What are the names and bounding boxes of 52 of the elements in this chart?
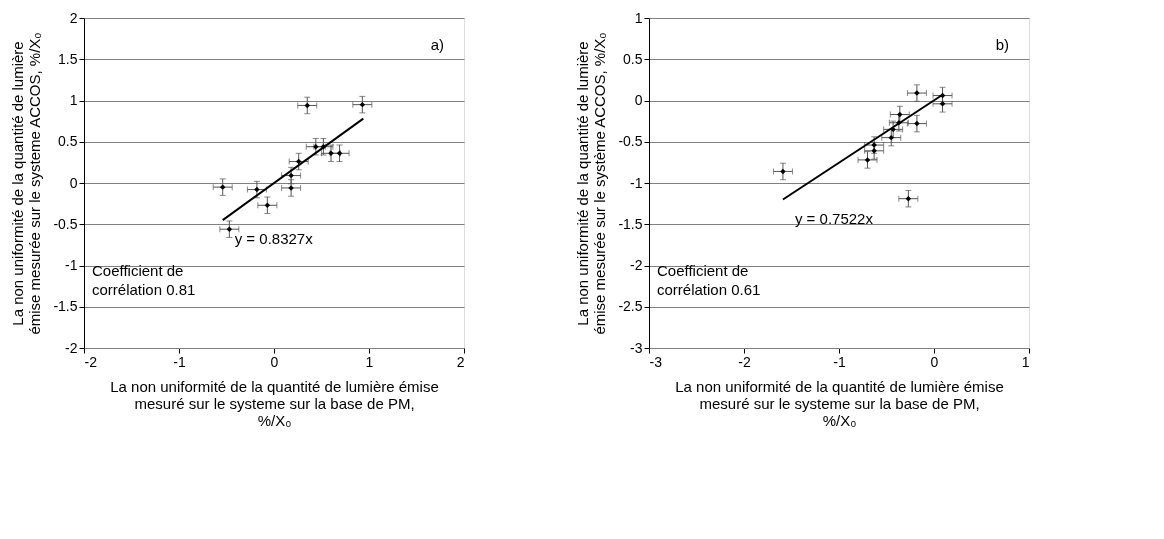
y-axis-title: La non uniformité de la quantité de lumière émise mesurée sur le systeme ACCOS, %/X₀ bbox=[9, 32, 44, 335]
x-tick-label: -1 bbox=[833, 353, 846, 370]
annotation: y = 0.7522x bbox=[794, 209, 874, 227]
x-tick-label: 1 bbox=[1021, 353, 1030, 370]
y-tick-label: -1.5 bbox=[618, 215, 643, 232]
y-tick-label: 0.5 bbox=[623, 50, 643, 67]
x-tick-label: 0 bbox=[270, 353, 279, 370]
point bbox=[219, 184, 226, 190]
y-tick-label: 1 bbox=[69, 92, 78, 108]
point bbox=[264, 202, 271, 209]
point bbox=[288, 172, 294, 179]
y-tick-label: 0.5 bbox=[58, 133, 78, 150]
annotation: Coefficient de corrélation 0.61 bbox=[657, 261, 761, 298]
y-tick-label: -1 bbox=[65, 257, 78, 273]
point bbox=[864, 157, 871, 163]
point bbox=[313, 143, 319, 150]
annotation: b) bbox=[995, 36, 1009, 53]
point bbox=[871, 148, 877, 154]
point bbox=[254, 186, 260, 193]
x-tick-label: -1 bbox=[173, 353, 186, 370]
x-tick-label: -3 bbox=[649, 353, 663, 370]
x-axis-title: La non uniformité de la quantité de lumière émise mesuré sur le systeme sur la base de PM, %/X₀ bbox=[675, 377, 1004, 429]
y-tick-label: -2.5 bbox=[618, 298, 643, 315]
y-tick-label: -0.5 bbox=[618, 133, 643, 150]
y-tick-label: -2 bbox=[65, 339, 78, 356]
x-axis-title: La non uniformité de la quantité de lumière émise mesuré sur le systeme sur la base de PM, %/X₀ bbox=[110, 377, 439, 429]
x-tick-label: 2 bbox=[456, 353, 465, 370]
point bbox=[914, 120, 920, 127]
y-tick-label: -2 bbox=[630, 257, 643, 273]
annotation: y = 0.8327x bbox=[234, 230, 314, 248]
x-tick-label: -2 bbox=[84, 353, 98, 370]
y-tick-label: 1 bbox=[634, 9, 643, 26]
point bbox=[226, 226, 233, 232]
point bbox=[780, 168, 786, 175]
y-axis-title: La non uniformité de la quantité de lumière émise mesurée sur le système ACCOS, %/X₀ bbox=[574, 32, 609, 335]
y-tick-label: -0.5 bbox=[53, 215, 78, 232]
point bbox=[304, 102, 310, 109]
y-tick-label: 2 bbox=[69, 9, 78, 26]
point bbox=[905, 195, 912, 202]
x-tick-label: 1 bbox=[365, 353, 374, 370]
annotation: Coefficient de corrélation 0.81 bbox=[92, 261, 196, 298]
y-tick-label: -1.5 bbox=[53, 298, 78, 315]
y-tick-label: 0 bbox=[634, 92, 643, 108]
point bbox=[336, 150, 343, 157]
y-tick-label: -1 bbox=[630, 174, 643, 191]
y-tick-label: 1.5 bbox=[58, 50, 78, 67]
x-tick-label: 0 bbox=[930, 353, 939, 370]
y-tick-label: 0 bbox=[69, 174, 78, 191]
point bbox=[359, 101, 366, 108]
y-tick-label: -3 bbox=[630, 339, 643, 356]
annotation: a) bbox=[430, 36, 444, 53]
x-tick-label: -2 bbox=[738, 353, 751, 370]
